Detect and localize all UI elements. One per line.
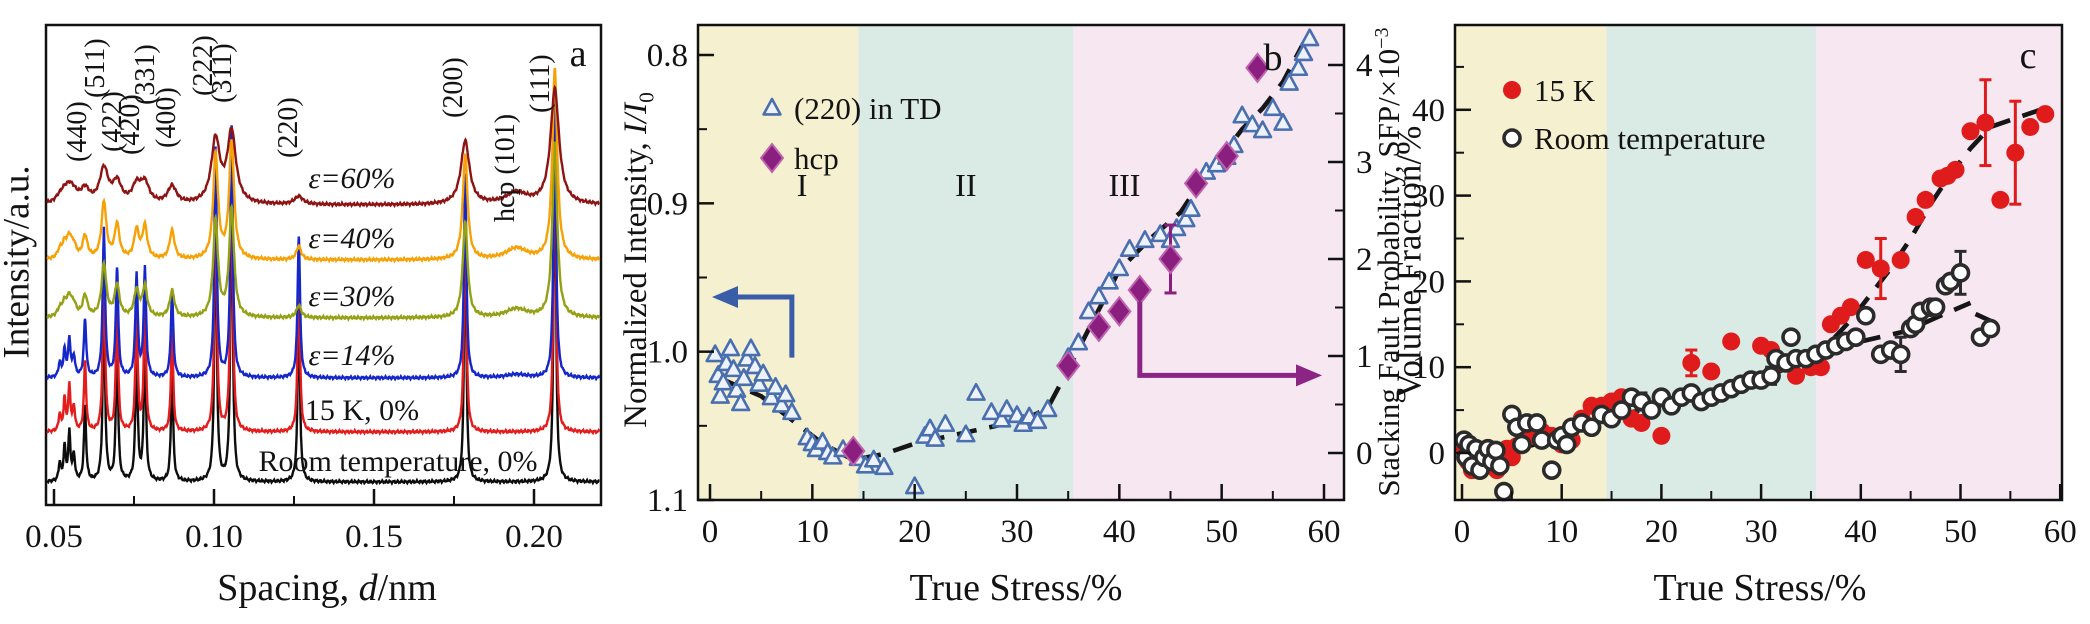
- diffraction-curves: [45, 67, 601, 486]
- x-tick-label: 40: [1103, 514, 1136, 550]
- peak-label: (200): [438, 57, 469, 118]
- legend-label: Room temperature: [1534, 121, 1766, 156]
- curve-ε=60%: [45, 84, 600, 209]
- peak-label: (220): [273, 97, 304, 158]
- stage-label: III: [1108, 167, 1140, 203]
- stage-region: [1073, 25, 1344, 500]
- y-right-tick-label: 0: [1356, 436, 1373, 472]
- x-tick-label: 0.05: [25, 519, 83, 555]
- y-tick-label: 1.1: [647, 483, 688, 519]
- x-tick-label: 30: [1000, 514, 1033, 550]
- panel-b-letter: b: [1263, 37, 1283, 79]
- stage-region: [1815, 25, 2062, 500]
- panel-c-y-axis-label: Stacking Fault Probability, SFP/×10−3: [1370, 27, 1407, 497]
- peak-label: (511): [80, 38, 111, 98]
- x-tick-label: 30: [1745, 514, 1778, 550]
- curve-ε=30%: [46, 141, 601, 322]
- x-tick-label: 10: [1545, 514, 1578, 550]
- legend-label: 15 K: [1534, 73, 1596, 108]
- panel-a-letter: a: [569, 33, 587, 75]
- y-tick-label: 10: [1412, 350, 1445, 386]
- peak-label: (331): [130, 44, 161, 105]
- curve-ε=14%: [46, 92, 601, 382]
- y-tick-label: 0.9: [647, 186, 688, 222]
- x-tick-label: 20: [898, 514, 931, 550]
- curve-label: ε=60%: [308, 162, 395, 195]
- y-tick-label: 30: [1412, 179, 1445, 215]
- frame: [696, 23, 1346, 502]
- legend: 15 K Room temperature: [1502, 73, 1766, 156]
- stage-region: [698, 25, 859, 500]
- curve-label: ε=30%: [308, 280, 395, 313]
- stage-label: I: [797, 167, 808, 203]
- x-tick-label: 0.20: [505, 519, 563, 555]
- panel-b-x-axis-label: True Stress/%: [909, 567, 1123, 609]
- peak-label: (400): [151, 87, 182, 148]
- panel-b-y-axis-label: Normalized Intensity, I/I0: [617, 92, 659, 428]
- y-right-tick-label: 1: [1356, 339, 1373, 375]
- curve-label: Room temperature, 0%: [258, 445, 537, 478]
- y-tick-label: 20: [1412, 264, 1445, 300]
- frame: [1453, 23, 2064, 502]
- y-right-tick-label: 4: [1356, 48, 1373, 84]
- x-tick-label: 60: [1307, 514, 1340, 550]
- panel-a-x-axis-label: Spacing, d/nm: [217, 567, 437, 609]
- legend-label: (220) in TD: [794, 91, 942, 126]
- panel-a-x-ticks: 0.05 0.10 0.15 0.20: [25, 489, 563, 555]
- panel-a-y-axis-label: Intensity/a.u.: [0, 165, 38, 359]
- ticks: 0 10 20 30 40 50 60 0 10 20 30 40: [1412, 65, 2077, 550]
- trend-line: [1860, 300, 1972, 344]
- y-tick-label: 0.8: [647, 38, 688, 74]
- x-tick-label: 0.15: [345, 519, 403, 555]
- curve-ε=40%: [46, 67, 601, 264]
- peak-label: (422): [97, 91, 128, 152]
- series-hcp: [840, 52, 1270, 467]
- y-tick-label: 0: [1429, 436, 1446, 472]
- x-tick-label: 60: [2044, 514, 2077, 550]
- ticks: 0 10 20 30 40 50 60 0.8 0.9 1.0 1.1 0 1 2 3 4: [647, 38, 1373, 550]
- peak-label: (111): [525, 54, 556, 113]
- x-tick-label: 0: [1454, 514, 1471, 550]
- x-tick-label: 10: [796, 514, 829, 550]
- panel-a-plot: 0.05 0.10 0.15 0.20 Room temperature, 0% 15 K…: [25, 23, 603, 555]
- panel-c-letter: c: [2019, 35, 2037, 77]
- x-tick-label: 50: [1944, 514, 1977, 550]
- panel-c-plot: 0 10 20 30 40 50 60 0 10 20 30 40 15 K Room temperatu…: [1412, 23, 2077, 550]
- right-arrowhead-icon: [1296, 364, 1322, 387]
- curve-label: 15 K, 0%: [305, 394, 419, 427]
- x-tick-label: 50: [1205, 514, 1238, 550]
- stage-label: II: [955, 167, 976, 203]
- panel-c-x-axis-label: True Stress/%: [1653, 567, 1867, 609]
- y-right-tick-label: 3: [1356, 145, 1373, 181]
- x-tick-label: 0: [702, 514, 719, 550]
- x-tick-label: 40: [1844, 514, 1877, 550]
- legend: (220) in TD hcp: [759, 91, 942, 176]
- peak-label: (222): [188, 35, 219, 96]
- x-tick-label: 20: [1645, 514, 1678, 550]
- x-tick-label: 0.10: [185, 519, 243, 555]
- curve-annotations: Room temperature, 0% 15 K, 0% ε=14% ε=30% ε=…: [258, 162, 537, 478]
- axis-arrows: [712, 286, 1322, 387]
- y-tick-label: 40: [1412, 93, 1445, 129]
- legend-label: hcp: [794, 141, 839, 176]
- peak-label: (420): [115, 94, 146, 155]
- curve-label: ε=40%: [308, 222, 395, 255]
- panel-a-frame: [44, 23, 603, 507]
- curve-label: ε=14%: [308, 339, 395, 372]
- peak-label: hcp (101): [490, 114, 521, 222]
- peak-labels: (440)(511)(422)(420)(331)(400)(222)(311)…: [62, 35, 556, 222]
- peak-label: (440): [62, 101, 93, 162]
- y-right-tick-label: 2: [1356, 242, 1373, 278]
- series-Room temperature: [1454, 249, 2001, 502]
- y-tick-label: 1.0: [647, 335, 688, 371]
- peak-label: (311): [207, 43, 238, 103]
- left-arrowhead-icon: [712, 286, 738, 308]
